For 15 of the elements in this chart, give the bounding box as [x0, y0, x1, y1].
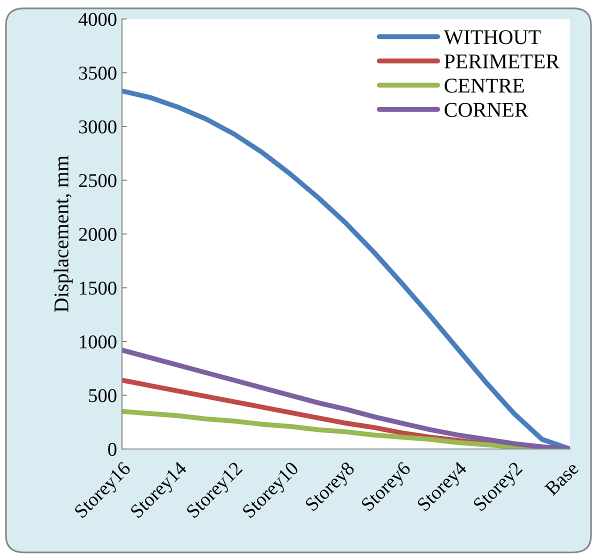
y-tick-label: 2500 — [79, 174, 116, 188]
legend-label: CENTRE — [444, 78, 524, 93]
legend-label: WITHOUT — [444, 30, 541, 44]
y-axis-title: Displacement, mm — [54, 156, 73, 312]
legend-label: PERIMETER — [444, 54, 560, 68]
y-tick-label: 500 — [89, 389, 116, 402]
y-tick-label: 2000 — [79, 228, 116, 241]
y-tick-label: 4000 — [78, 12, 116, 26]
y-tick-label: 3000 — [79, 120, 116, 134]
x-tick-label: Base — [544, 461, 580, 496]
y-tick-label: 0 — [108, 442, 116, 456]
legend-label: CORNER — [444, 102, 528, 117]
y-tick-label: 3500 — [79, 66, 116, 80]
y-tick-label: 1500 — [80, 282, 116, 295]
y-tick-label: 1000 — [80, 335, 116, 348]
